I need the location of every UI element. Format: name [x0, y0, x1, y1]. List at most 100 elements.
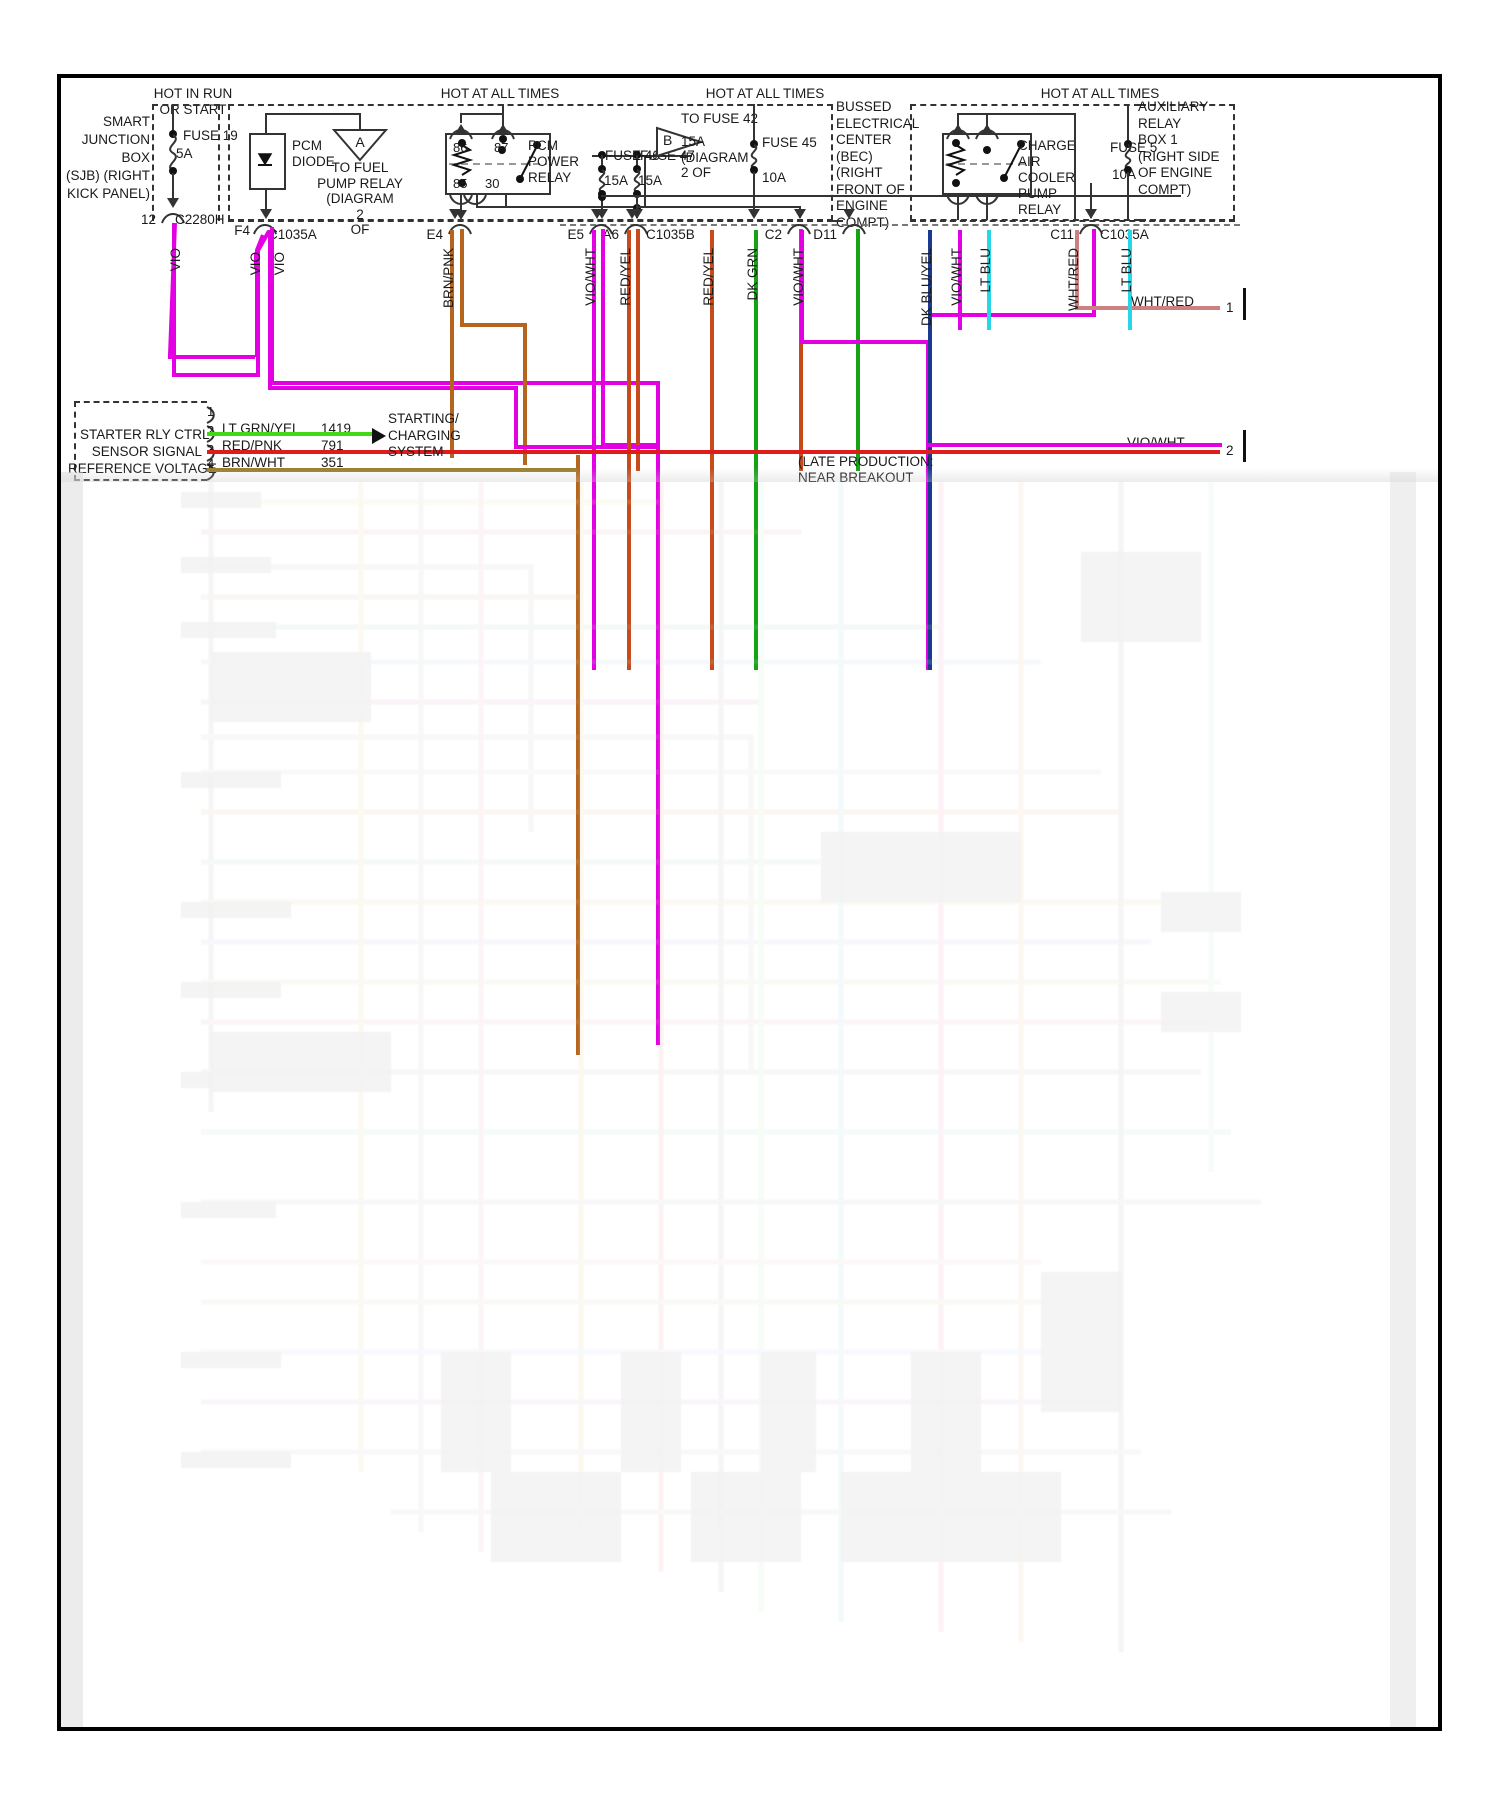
pcm-power-relay-label: PCM POWER RELAY — [528, 138, 580, 185]
relay30-route-h — [476, 206, 646, 208]
ref-b-triangle — [656, 126, 705, 158]
wire-vio-f4b-v3 — [656, 445, 660, 1045]
starting-charging-system-label: STARTING/ CHARGING SYSTEM — [388, 411, 461, 459]
pcm-pin-3-color: RED/PNK — [222, 438, 283, 453]
sjb-box — [152, 104, 220, 221]
pcm-pin-4-color: BRN/WHT — [222, 455, 285, 470]
wire-vio-f4b-v2 — [514, 386, 518, 449]
edge-tick-1 — [1243, 288, 1246, 320]
ref-b-marker: B — [663, 132, 673, 148]
pcm-diode-box — [249, 133, 286, 190]
fuse46-rating: 15A — [604, 173, 629, 188]
wire-label-vio-2: VIO — [248, 252, 263, 276]
pcm-pin-2-name: STARTER RLY CTRL — [80, 427, 210, 442]
cac-coil-out-v — [957, 193, 959, 220]
bec-bottom-dash2 — [833, 220, 843, 222]
relay-pin-86: 86 — [453, 140, 468, 155]
wire-label-dk-grn: DK GRN — [745, 248, 760, 301]
fuse-bus-h — [592, 155, 692, 157]
pcm-pin-1-num: 1 — [207, 404, 215, 419]
fuse19-symbol — [169, 134, 177, 172]
connector-c1035a-1: C1035A — [268, 227, 317, 242]
wire-label-dk-blu-yel: DK BLU/YEL — [919, 248, 934, 327]
wire-brn-pnk-v2 — [576, 455, 580, 1055]
fuse47-lead-v — [636, 155, 638, 167]
wire-label-vio-wht-c11: VIO/WHT — [791, 248, 806, 306]
relay86-feed-v — [460, 113, 462, 123]
power-source-label-4: HOT AT ALL TIMES — [1040, 86, 1160, 101]
pcm-pin-3-circuit: 791 — [321, 438, 344, 453]
fuse19-rating: 5A — [176, 146, 193, 161]
conn-e5-symbol — [589, 224, 613, 235]
wire-label-red-yel-a6: RED/YEL — [618, 248, 633, 306]
fuse5-feed-v — [1127, 104, 1129, 144]
relay85-arrow — [455, 210, 467, 220]
fuse5-rating: 10A — [1112, 167, 1137, 182]
fade-right-margin — [1390, 472, 1416, 1727]
aux-relay-box-label: AUXILIARY RELAY BOX 1 (RIGHT SIDE OF ENG… — [1138, 99, 1220, 197]
wire-label-vio-1: VIO — [168, 248, 183, 272]
ref-b-text: TO FUSE 42 — [681, 111, 759, 126]
e4-arrow — [449, 209, 461, 219]
a6-arrow — [626, 209, 638, 219]
fuse46-branch-dot — [598, 193, 606, 201]
fuse46-lead-v — [601, 155, 603, 167]
pcm-diode-label: PCM DIODE — [292, 138, 335, 169]
fuse47-route-h — [636, 206, 801, 208]
connector-pin-d11: D11 — [813, 227, 837, 242]
ref-a-feed — [359, 113, 361, 130]
fuse46-out-v — [601, 196, 603, 216]
wire-label-lt-blu-aux: LT BLU — [978, 248, 993, 293]
fuse45-rating: 10A — [762, 170, 787, 185]
diode-arrow — [260, 209, 272, 219]
relay87-conn — [491, 129, 515, 140]
pcm-pin-3-name: SENSOR SIGNAL — [91, 444, 202, 459]
edge-ref-wht-red-num: 1 — [1226, 300, 1234, 315]
cac-conn3 — [946, 194, 970, 205]
fuse45-arrow — [748, 209, 760, 219]
wire-label-lt-blu-fuse5: LT BLU — [1119, 248, 1134, 293]
diode-out-v — [265, 190, 267, 215]
c11-arrow — [1085, 209, 1097, 219]
ref-a-text: TO FUEL PUMP RELAY (DIAGRAM 2 OF — [317, 160, 403, 237]
pcm-power-relay-internal — [449, 139, 547, 187]
fuse45-name: FUSE 45 — [762, 135, 817, 150]
fuse45-out-v — [753, 172, 755, 216]
c2-arrow — [794, 209, 806, 219]
fuse19-top-dot — [169, 130, 177, 138]
cac-coil-feed-v — [957, 113, 959, 129]
wire-vio-f4b-h2 — [514, 445, 660, 449]
ref-a-marker: A — [355, 134, 365, 150]
wire-wht-red-h — [1075, 306, 1220, 310]
cac-pump-relay-label: CHARGE AIR COOLER PUMP RELAY — [1018, 138, 1076, 217]
fuse47-d2 — [633, 190, 641, 198]
pcm-pin-4-num: 4 — [207, 456, 215, 471]
connector-c1035a-2: C1035A — [1100, 227, 1149, 242]
bec-lower-bus — [601, 195, 1181, 197]
fuse45-d2 — [750, 166, 758, 174]
wire-label-vio-wht-aux: VIO/WHT — [949, 248, 964, 306]
d11-arrow — [843, 209, 855, 219]
relay-pin-85: 85 — [453, 176, 468, 191]
connector-pin-e4: E4 — [426, 227, 443, 242]
bec-label: BUSSED ELECTRICAL CENTER (BEC) (RIGHT FR… — [836, 99, 920, 230]
wire-label-wht-red: WHT/RED — [1066, 248, 1081, 311]
late-production-note: (LATE PRODUCTION: NEAR BREAKOUT — [798, 454, 934, 485]
relay87-feed-v — [502, 113, 504, 129]
cac-conn2 — [975, 129, 999, 140]
wire-vio-sjb — [172, 223, 176, 375]
sjb-feed-line — [172, 104, 174, 134]
connector-c2280h: C2280H — [175, 212, 225, 227]
connector-pin-f4: F4 — [234, 223, 250, 238]
relay-bus-dot — [499, 135, 507, 143]
wire-lt-blu-fuse5 — [1128, 230, 1132, 330]
connector-pin-a6: A6 — [602, 227, 619, 242]
cac-conn1 — [946, 129, 970, 140]
cac-wht-red-down — [1074, 113, 1076, 220]
sjb-label: SMART JUNCTION BOX (SJB) (RIGHT KICK PAN… — [66, 114, 150, 201]
fuse45-feed-v — [753, 104, 755, 144]
wire-wht-red — [1075, 230, 1079, 308]
cac-sw-feed-v — [986, 113, 988, 129]
fuse5-out-v — [1127, 172, 1129, 220]
aux-bottom-dash — [910, 220, 1235, 222]
